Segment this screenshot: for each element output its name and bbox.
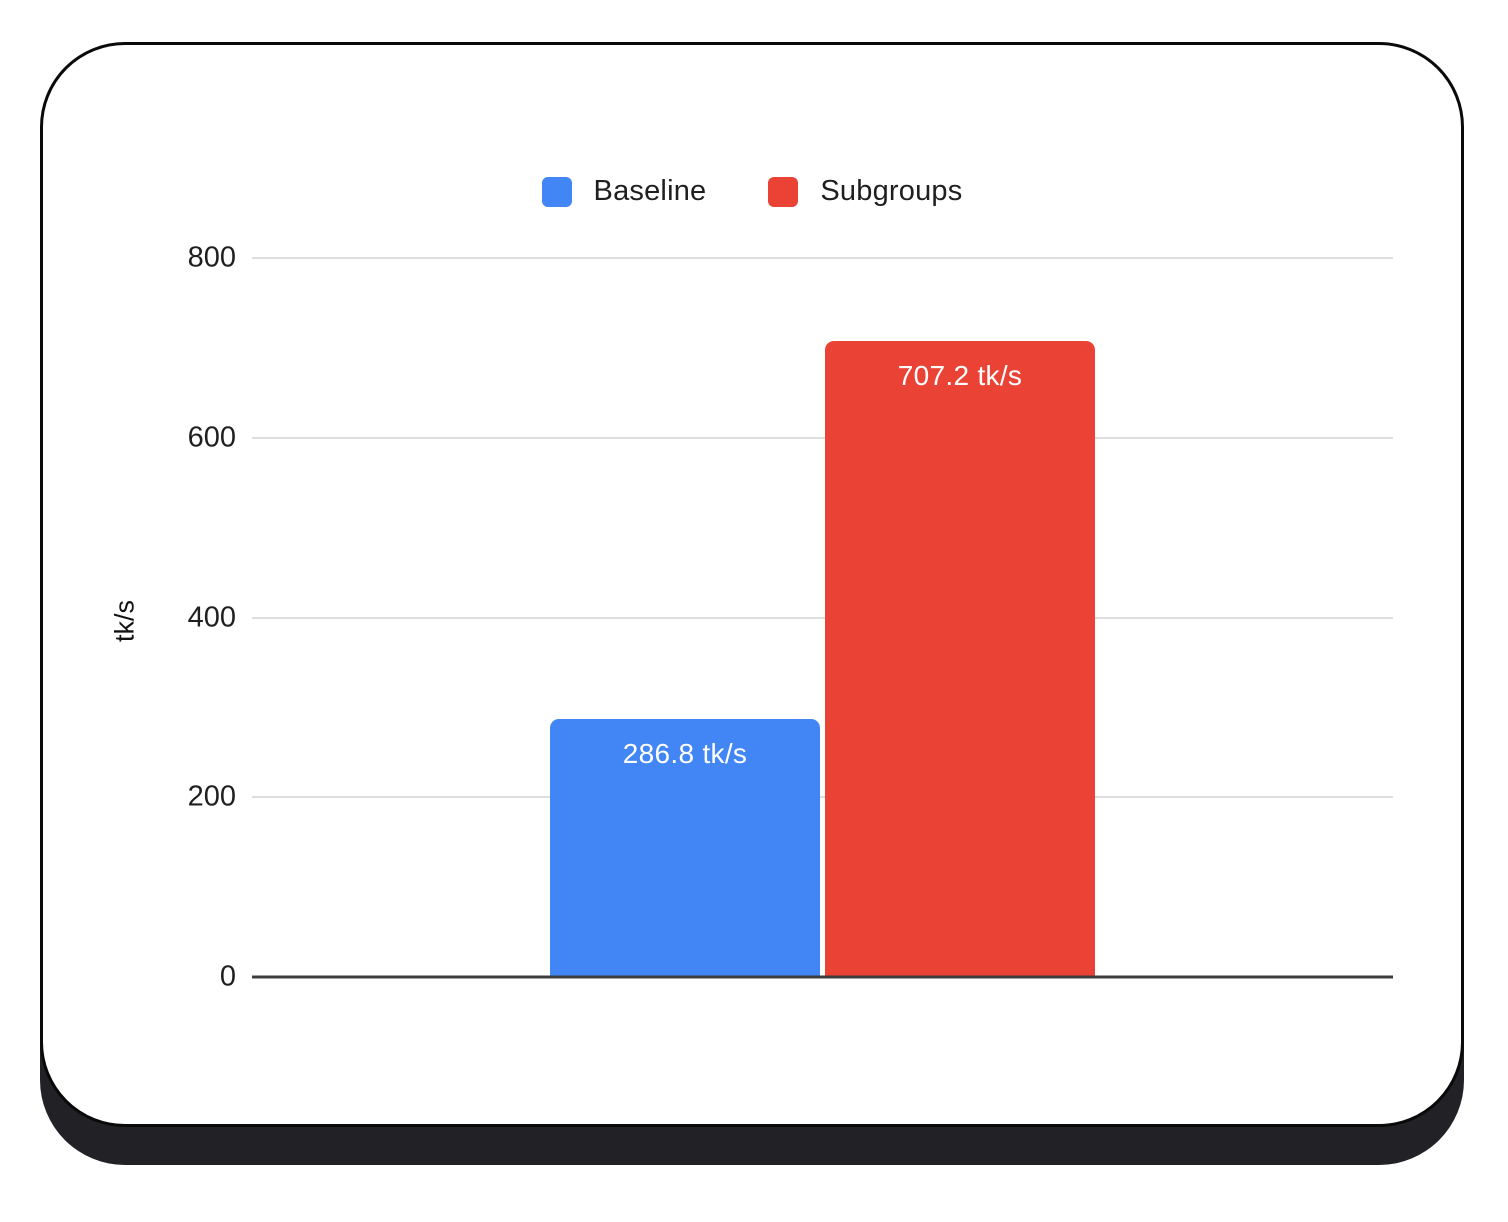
plot-area: 286.8 tk/s 707.2 tk/s 0 200 400 600 800 [188,243,1393,991]
x-axis-line [252,975,1393,979]
gridline [252,616,1393,619]
y-tick-label: 200 [187,780,236,813]
y-tick-label: 800 [187,241,236,274]
bar-value-label-baseline: 286.8 tk/s [622,738,748,770]
legend-swatch-subgroups-icon [768,176,799,207]
y-tick-label: 600 [187,421,236,454]
gridline [252,796,1393,799]
gridline [252,436,1393,439]
y-axis-title: tk/s [109,599,140,643]
gridline [252,257,1393,259]
bar-value-label-subgroups: 707.2 tk/s [897,360,1023,392]
y-tick-label: 0 [219,960,236,993]
chart-legend: Baseline Subgroups [43,175,1461,208]
legend-label-baseline: Baseline [593,175,707,207]
chart-card: Baseline Subgroups tk/s 286.8 tk/s 707.2… [40,42,1464,1127]
bar-subgroups: 707.2 tk/s [825,341,1095,977]
legend-swatch-baseline-icon [541,176,572,207]
legend-label-subgroups: Subgroups [820,175,963,207]
bar-baseline: 286.8 tk/s [550,719,820,977]
y-tick-label: 400 [187,601,236,633]
legend-item-subgroups: Subgroups [768,175,962,208]
legend-item-baseline: Baseline [541,175,707,208]
